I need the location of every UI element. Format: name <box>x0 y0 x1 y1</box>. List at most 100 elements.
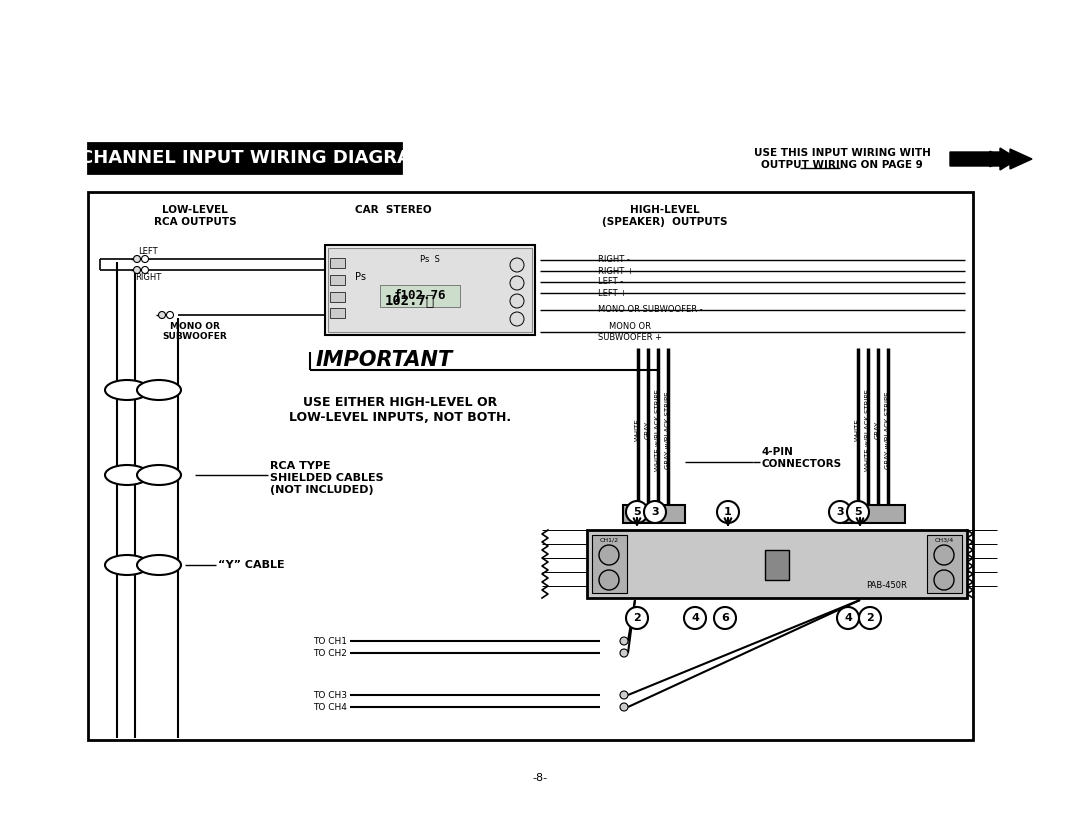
Text: WHITE: WHITE <box>855 419 861 441</box>
FancyArrow shape <box>960 149 1032 169</box>
Bar <box>117 256 131 262</box>
Circle shape <box>620 637 627 645</box>
Text: TO CH3: TO CH3 <box>313 691 347 700</box>
Text: 3: 3 <box>651 507 659 517</box>
Text: GRAY: GRAY <box>645 421 651 440</box>
Circle shape <box>714 607 735 629</box>
Circle shape <box>620 703 627 711</box>
Bar <box>330 275 345 285</box>
Text: 3-CHANNEL INPUT WIRING DIAGRAM: 3-CHANNEL INPUT WIRING DIAGRAM <box>60 149 429 167</box>
Text: TO CH1: TO CH1 <box>313 636 347 646</box>
Circle shape <box>510 294 524 308</box>
Bar <box>380 285 460 307</box>
Bar <box>172 312 186 318</box>
Text: MONO OR
SUBWOOFER: MONO OR SUBWOOFER <box>163 322 228 341</box>
Text: WHITE w/BLACK STRIPE: WHITE w/BLACK STRIPE <box>654 389 661 471</box>
Text: OUTPUT WIRING ON PAGE 9: OUTPUT WIRING ON PAGE 9 <box>761 160 923 170</box>
Text: USE THIS INPUT WIRING WITH: USE THIS INPUT WIRING WITH <box>754 148 931 158</box>
Text: WHITE: WHITE <box>635 419 642 441</box>
Text: 4-PIN
CONNECTORS: 4-PIN CONNECTORS <box>762 447 842 469</box>
Ellipse shape <box>105 465 149 485</box>
Text: LOW-LEVEL
RCA OUTPUTS: LOW-LEVEL RCA OUTPUTS <box>153 205 237 227</box>
Circle shape <box>620 691 627 699</box>
Circle shape <box>684 607 706 629</box>
Text: GRAY: GRAY <box>875 421 881 440</box>
Bar <box>87 192 973 740</box>
Circle shape <box>934 570 954 590</box>
Text: RIGHT: RIGHT <box>135 273 161 282</box>
Text: 2: 2 <box>633 613 640 623</box>
Bar <box>330 308 345 318</box>
Circle shape <box>847 501 869 523</box>
Text: 102.7ᵭ: 102.7ᵭ <box>384 293 435 307</box>
Bar <box>141 257 146 261</box>
Text: 6: 6 <box>721 613 729 623</box>
Text: TO CH4: TO CH4 <box>313 702 347 711</box>
Bar <box>141 268 146 272</box>
Text: 4: 4 <box>691 613 699 623</box>
Circle shape <box>134 267 140 274</box>
Text: CH1/2: CH1/2 <box>599 538 619 543</box>
Bar <box>147 256 161 262</box>
Text: PAB-450R: PAB-450R <box>866 581 907 590</box>
Text: WHITE w/BLACK STRIPE: WHITE w/BLACK STRIPE <box>865 389 870 471</box>
Text: LEFT +: LEFT + <box>598 289 627 298</box>
Bar <box>623 505 685 523</box>
Text: CAR  STEREO: CAR STEREO <box>354 205 431 215</box>
Bar <box>87 143 401 173</box>
Text: USE EITHER HIGH-LEVEL OR
LOW-LEVEL INPUTS, NOT BOTH.: USE EITHER HIGH-LEVEL OR LOW-LEVEL INPUT… <box>289 396 511 424</box>
Text: 5: 5 <box>633 507 640 517</box>
Bar <box>330 258 345 268</box>
Text: Ps: Ps <box>354 272 365 282</box>
FancyArrow shape <box>950 148 1018 170</box>
Circle shape <box>510 258 524 272</box>
Bar <box>600 691 622 699</box>
Bar <box>141 312 156 318</box>
Text: 4: 4 <box>845 613 852 623</box>
Circle shape <box>166 312 174 319</box>
Text: ƒ102.76: ƒ102.76 <box>394 289 446 303</box>
Bar <box>927 535 962 593</box>
Bar <box>600 704 622 711</box>
Circle shape <box>141 267 149 274</box>
Bar <box>600 650 622 656</box>
Circle shape <box>134 255 140 263</box>
Text: GRAY w/BLACK STRIPE: GRAY w/BLACK STRIPE <box>885 391 891 469</box>
Text: 2: 2 <box>866 613 874 623</box>
Text: “Y” CABLE: “Y” CABLE <box>218 560 285 570</box>
Ellipse shape <box>105 380 149 400</box>
Circle shape <box>626 501 648 523</box>
Bar <box>166 313 171 317</box>
Bar <box>328 248 532 332</box>
Circle shape <box>141 255 149 263</box>
Text: -8-: -8- <box>532 773 548 783</box>
Ellipse shape <box>105 555 149 575</box>
Circle shape <box>510 276 524 290</box>
Circle shape <box>837 607 859 629</box>
Bar <box>592 535 627 593</box>
Bar <box>117 267 131 273</box>
Circle shape <box>599 570 619 590</box>
Circle shape <box>159 312 165 319</box>
Circle shape <box>599 545 619 565</box>
Circle shape <box>644 501 666 523</box>
Bar <box>325 245 535 335</box>
Circle shape <box>934 545 954 565</box>
Text: RIGHT -: RIGHT - <box>598 255 630 264</box>
Circle shape <box>829 501 851 523</box>
Text: IMPORTANT: IMPORTANT <box>315 350 453 370</box>
Text: 3: 3 <box>836 507 843 517</box>
Circle shape <box>510 312 524 326</box>
Text: 1: 1 <box>724 507 732 517</box>
Bar <box>330 292 345 302</box>
Circle shape <box>859 607 881 629</box>
Bar <box>588 530 967 598</box>
Circle shape <box>626 607 648 629</box>
Text: TO CH2: TO CH2 <box>313 649 347 657</box>
Text: CH3/4: CH3/4 <box>934 538 954 543</box>
Text: MONO OR SUBWOOFER -: MONO OR SUBWOOFER - <box>598 305 703 314</box>
Bar <box>843 505 905 523</box>
Text: RCA TYPE
SHIELDED CABLES
(NOT INCLUDED): RCA TYPE SHIELDED CABLES (NOT INCLUDED) <box>270 461 383 495</box>
Circle shape <box>620 649 627 657</box>
Text: RIGHT +: RIGHT + <box>598 267 634 275</box>
